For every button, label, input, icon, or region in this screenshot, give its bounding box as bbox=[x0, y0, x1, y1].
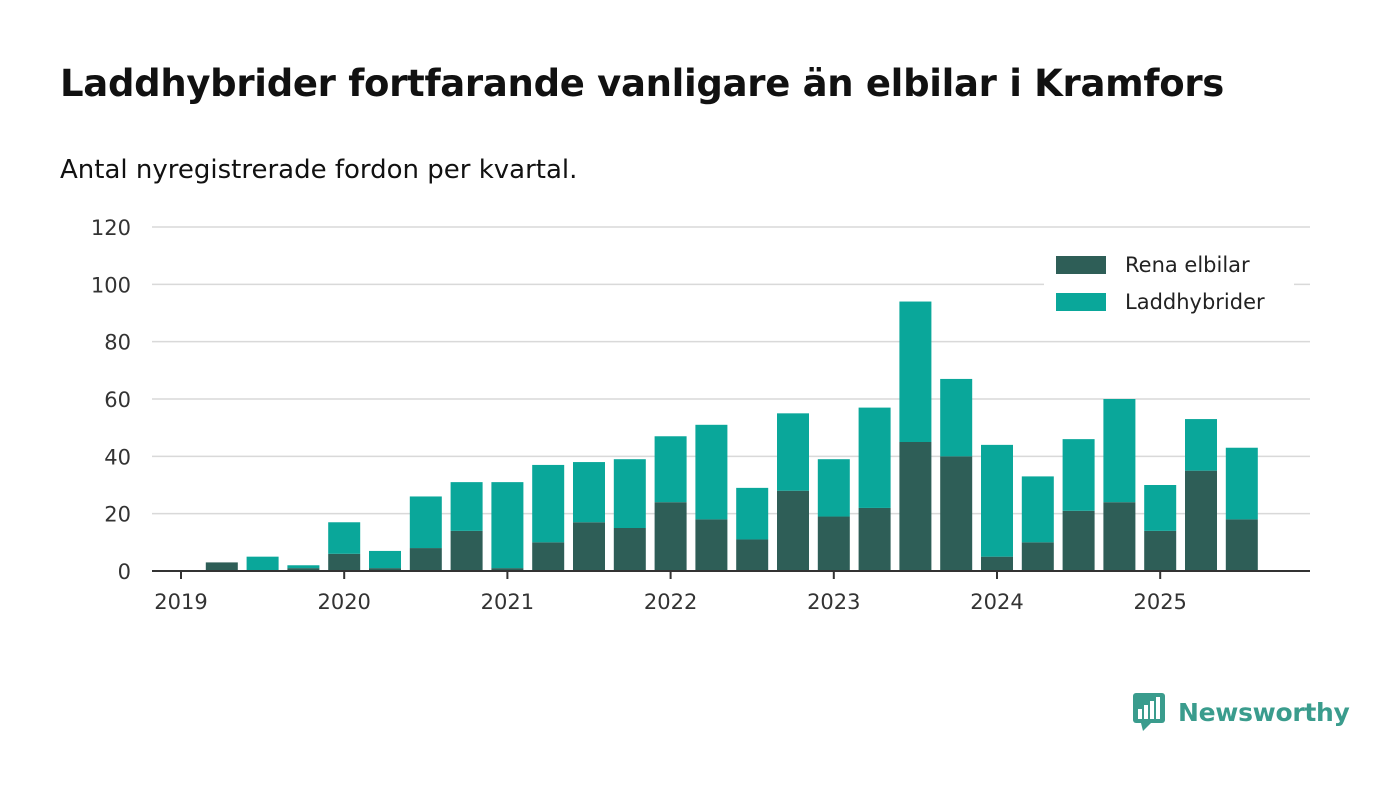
bar-laddhybrider-9 bbox=[532, 464, 565, 543]
bar-laddhybrider-19 bbox=[940, 378, 973, 457]
bar-laddhybrider-5 bbox=[369, 550, 401, 569]
newsworthy-brand: Newsworthy bbox=[1132, 690, 1350, 734]
newsworthy-logo-icon bbox=[1133, 693, 1165, 731]
legend-swatch-laddhybrider bbox=[1056, 293, 1106, 311]
bar-rena-elbilar-24 bbox=[1144, 530, 1177, 571]
bars bbox=[205, 301, 1258, 571]
bar-rena-elbilar-5 bbox=[369, 568, 401, 571]
x-axis bbox=[152, 570, 1310, 579]
bar-rena-elbilar-19 bbox=[940, 456, 973, 571]
brand-name: Newsworthy bbox=[1178, 697, 1350, 727]
bar-rena-elbilar-21 bbox=[1021, 542, 1054, 571]
bar-rena-elbilar-20 bbox=[981, 556, 1013, 571]
chart-title: Laddhybrider fortfarande vanligare än el… bbox=[60, 62, 1225, 105]
bar-rena-elbilar-3 bbox=[287, 568, 320, 571]
legend: Rena elbilar Laddhybrider bbox=[1044, 244, 1294, 326]
y-tick-label-40: 40 bbox=[104, 445, 131, 469]
bar-laddhybrider-18 bbox=[899, 301, 932, 442]
bar-laddhybrider-21 bbox=[1021, 476, 1054, 543]
y-axis-labels: 0 20 40 60 80 100 120 bbox=[91, 216, 131, 584]
x-tick-label-2022: 2022 bbox=[644, 590, 697, 614]
bar-rena-elbilar-14 bbox=[736, 539, 769, 571]
legend-label-rena-elbilar: Rena elbilar bbox=[1125, 253, 1250, 277]
bar-laddhybrider-3 bbox=[287, 565, 320, 569]
bar-rena-elbilar-11 bbox=[613, 528, 646, 571]
bar-rena-elbilar-8 bbox=[491, 568, 524, 571]
bar-laddhybrider-26 bbox=[1225, 447, 1258, 520]
y-tick-label-20: 20 bbox=[104, 503, 131, 527]
bar-laddhybrider-2 bbox=[246, 556, 279, 571]
bar-rena-elbilar-23 bbox=[1103, 502, 1136, 571]
y-tick-label-120: 120 bbox=[91, 216, 131, 240]
x-tick-label-2024: 2024 bbox=[970, 590, 1023, 614]
bar-laddhybrider-4 bbox=[328, 522, 361, 554]
bar-rena-elbilar-4 bbox=[328, 553, 361, 571]
bar-laddhybrider-12 bbox=[654, 436, 687, 503]
bar-rena-elbilar-26 bbox=[1225, 519, 1258, 571]
legend-swatch-rena-elbilar bbox=[1056, 256, 1106, 274]
bar-laddhybrider-8 bbox=[491, 482, 524, 569]
bar-laddhybrider-7 bbox=[450, 482, 483, 531]
x-tick-label-2021: 2021 bbox=[481, 590, 534, 614]
bar-rena-elbilar-12 bbox=[654, 502, 687, 571]
y-tick-label-100: 100 bbox=[91, 273, 131, 297]
y-tick-label-80: 80 bbox=[104, 331, 131, 355]
bar-rena-elbilar-6 bbox=[409, 548, 442, 571]
bar-rena-elbilar-13 bbox=[695, 519, 728, 571]
bar-laddhybrider-23 bbox=[1103, 399, 1136, 503]
x-tick-label-2020: 2020 bbox=[317, 590, 370, 614]
bar-laddhybrider-17 bbox=[858, 407, 891, 508]
bar-laddhybrider-24 bbox=[1144, 485, 1177, 531]
bar-rena-elbilar-9 bbox=[532, 542, 565, 571]
bar-laddhybrider-22 bbox=[1062, 439, 1095, 511]
bar-laddhybrider-6 bbox=[409, 496, 442, 549]
bar-rena-elbilar-22 bbox=[1062, 510, 1095, 571]
bar-rena-elbilar-1 bbox=[205, 562, 238, 571]
bar-laddhybrider-16 bbox=[817, 459, 850, 517]
x-axis-labels: 2019 2020 2021 2022 2023 2024 2025 bbox=[154, 590, 1187, 614]
y-tick-label-0: 0 bbox=[118, 560, 131, 584]
bar-laddhybrider-14 bbox=[736, 487, 769, 540]
bar-rena-elbilar-7 bbox=[450, 530, 483, 571]
chart-subtitle: Antal nyregistrerade fordon per kvartal. bbox=[60, 155, 578, 185]
x-tick-label-2019: 2019 bbox=[154, 590, 207, 614]
x-tick-label-2023: 2023 bbox=[807, 590, 860, 614]
bar-rena-elbilar-10 bbox=[573, 522, 605, 571]
bar-laddhybrider-13 bbox=[695, 424, 728, 520]
bar-rena-elbilar-18 bbox=[899, 442, 932, 571]
bar-laddhybrider-11 bbox=[613, 459, 646, 528]
bar-rena-elbilar-15 bbox=[777, 490, 809, 571]
bar-rena-elbilar-16 bbox=[817, 516, 850, 571]
bar-laddhybrider-15 bbox=[777, 413, 809, 491]
y-tick-label-60: 60 bbox=[104, 388, 131, 412]
bar-laddhybrider-25 bbox=[1185, 419, 1217, 471]
bar-rena-elbilar-17 bbox=[858, 507, 891, 571]
legend-label-laddhybrider: Laddhybrider bbox=[1125, 290, 1265, 314]
bar-laddhybrider-10 bbox=[573, 462, 605, 523]
bar-rena-elbilar-25 bbox=[1185, 470, 1217, 571]
x-tick-label-2025: 2025 bbox=[1133, 590, 1186, 614]
stacked-bar-chart: 0 20 40 60 80 100 120 2019 2020 2021 2022 2023 2024… bbox=[91, 216, 1310, 614]
bar-laddhybrider-20 bbox=[981, 444, 1013, 557]
